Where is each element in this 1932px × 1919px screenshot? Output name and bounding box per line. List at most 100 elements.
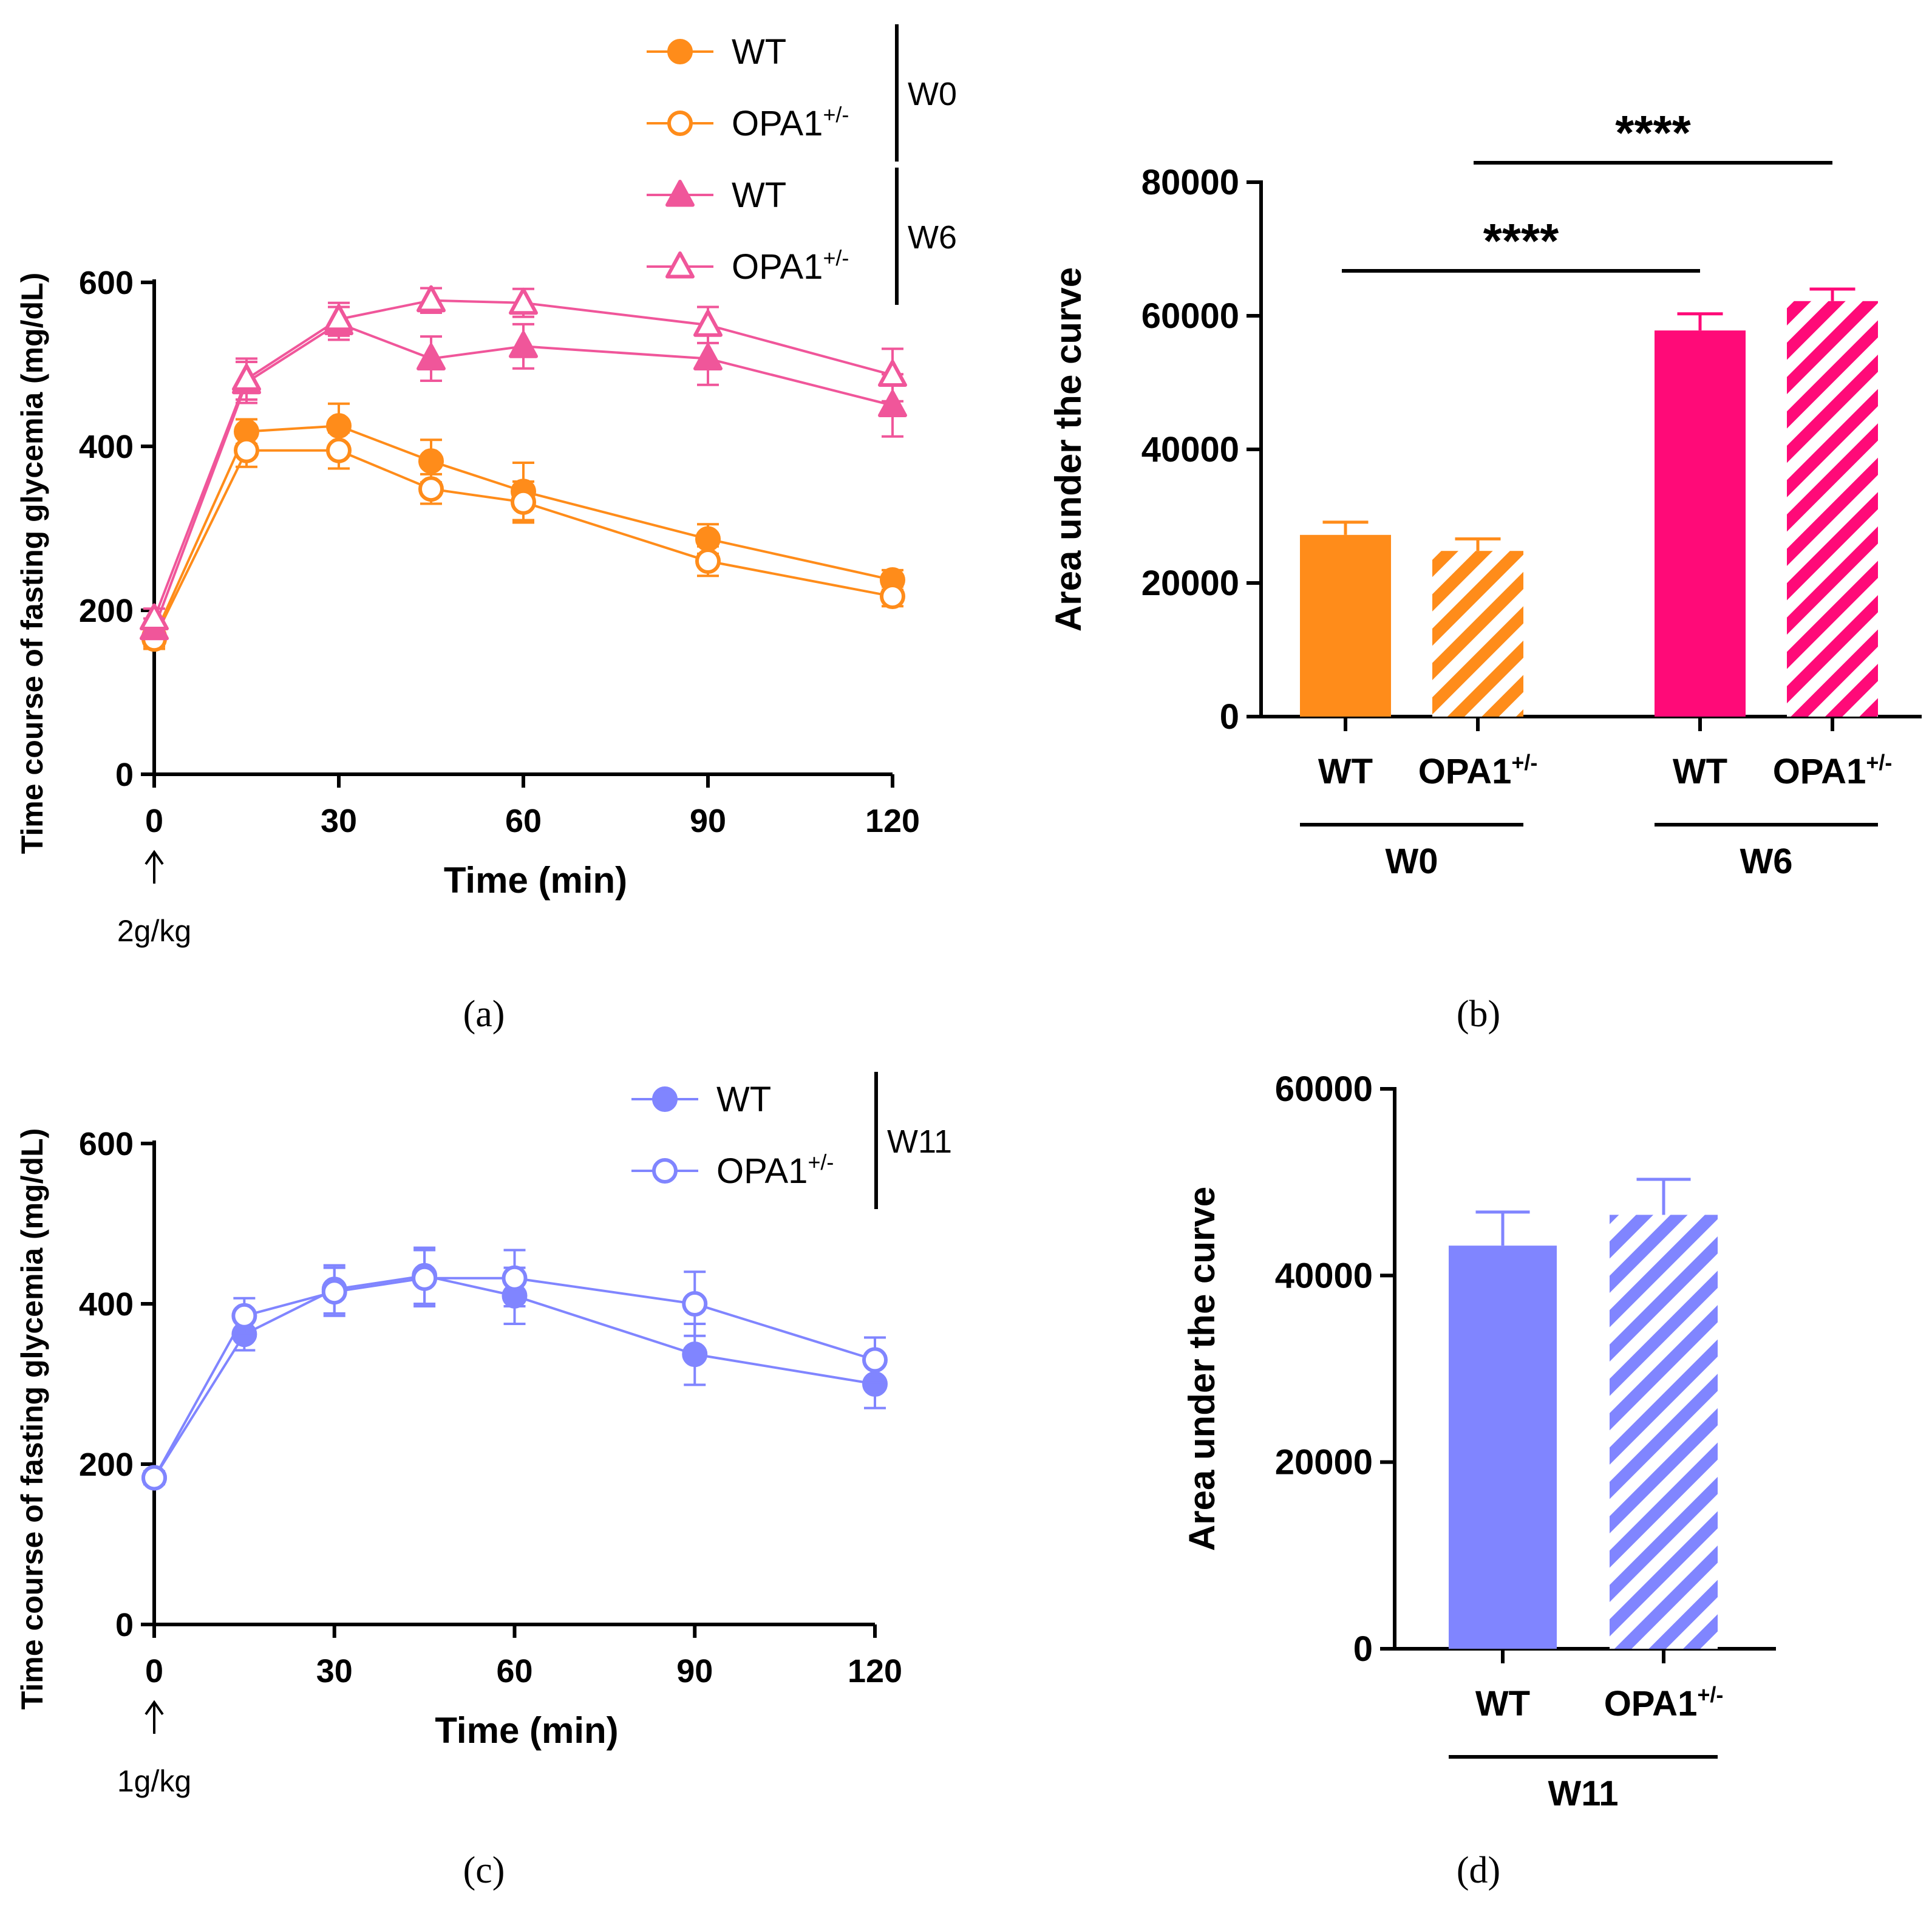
group-label: W6: [1740, 842, 1793, 881]
x-tick-label: WT: [1475, 1684, 1530, 1723]
y-axis-title: Area under the curve: [1048, 267, 1089, 632]
data-point: [878, 390, 907, 417]
bar: [1449, 1246, 1557, 1649]
panel-label: (b): [1457, 994, 1500, 1035]
x-tick-label: 120: [865, 803, 920, 839]
bar-group: OPA1+/-: [1604, 1178, 1724, 1723]
legend-label-text: OPA1: [732, 247, 823, 287]
dose-arrow: 1g/kg: [117, 1700, 191, 1798]
y-tick-label: 200: [79, 593, 134, 629]
x-tick-label: 30: [321, 803, 357, 839]
significance-bracket: ****: [1474, 106, 1832, 165]
y-tick-label: 80000: [1141, 163, 1239, 202]
y-tick-label: 20000: [1275, 1443, 1373, 1482]
legend-label-text: OPA1: [732, 104, 823, 143]
data-point: [862, 1347, 888, 1373]
legend-label-sup: +/-: [823, 102, 849, 127]
y-tick-label: 40000: [1141, 430, 1239, 469]
panel-c: 0 200 400 600 0 30 60 90 120 Time (min) Time cours…: [15, 1072, 952, 1891]
x-tick-label-text: WT: [1318, 752, 1373, 791]
series-w11-opa1: [141, 1249, 888, 1491]
x-tick-label: OPA1+/-: [1418, 750, 1538, 791]
x-tick-label-text: OPA1: [1418, 752, 1512, 791]
panel-label: (a): [463, 994, 505, 1035]
x-tick-label-text: WT: [1475, 1684, 1530, 1723]
legend-label: WT: [732, 176, 786, 215]
data-point: [141, 1465, 167, 1491]
data-point: [417, 343, 446, 371]
legend-marker: [667, 39, 693, 64]
x-tick-label: 30: [316, 1653, 353, 1689]
x-tick-label: 90: [690, 803, 726, 839]
bar: [1655, 330, 1746, 717]
data-point: [880, 584, 905, 610]
panel-d: 0 20000 40000 60000 Area under the curve WT OP…: [1182, 1069, 1776, 1891]
data-point: [418, 476, 444, 502]
series-w0-opa1: [141, 431, 905, 652]
legend-label: WT: [732, 32, 786, 72]
legend-marker: [652, 1086, 678, 1112]
data-point: [511, 489, 536, 515]
data-point: [509, 287, 538, 315]
y-tick-label: 400: [79, 429, 134, 465]
significance-bracket: ****: [1342, 214, 1700, 273]
series-w0-wt: [141, 402, 905, 650]
bar-group: WT: [1449, 1210, 1557, 1723]
panel-b: 0 20000 40000 60000 80000 Area under the curv…: [1048, 106, 1922, 1035]
data-point: [324, 304, 353, 332]
group-label: W0: [1386, 842, 1438, 881]
panel-label: (d): [1457, 1850, 1500, 1891]
data-point: [682, 1341, 708, 1368]
legend-label: OPA1+/-: [716, 1150, 834, 1191]
data-point: [140, 603, 169, 630]
y-tick-label: 40000: [1275, 1256, 1373, 1295]
data-point: [326, 437, 352, 463]
bar: [1610, 1215, 1718, 1649]
data-point: [878, 360, 907, 387]
bar: [1300, 534, 1391, 717]
panel-a: 0 200 400 600 0 30 60 90 120 Time (min) Time cours…: [15, 24, 957, 1035]
y-tick-label: 600: [79, 1126, 134, 1162]
legend-group-label: W6: [908, 219, 957, 256]
legend-group-label: W0: [908, 76, 957, 112]
legend-label-sup: +/-: [823, 245, 849, 270]
legend: WT OPA1+/- W11: [631, 1072, 952, 1209]
legend-label-text: OPA1: [716, 1151, 808, 1191]
legend-marker: [652, 1158, 678, 1184]
dose-arrow: 2g/kg: [117, 850, 191, 948]
series-w6-opa1: [140, 285, 907, 630]
bar: [1432, 551, 1523, 717]
y-tick-label: 20000: [1141, 564, 1239, 603]
x-tick-label: OPA1+/-: [1773, 750, 1893, 791]
series-line: [153, 424, 893, 638]
legend-label: OPA1+/-: [732, 102, 849, 143]
x-tick-label: 0: [145, 803, 163, 839]
x-tick-label: 0: [145, 1653, 163, 1689]
y-tick-label: 0: [115, 1607, 134, 1643]
data-point: [502, 1265, 528, 1291]
dose-label: 2g/kg: [117, 914, 191, 948]
legend-label: WT: [716, 1080, 771, 1119]
x-tick-label: OPA1+/-: [1604, 1682, 1724, 1723]
legend-marker: [667, 111, 693, 136]
bar: [1787, 301, 1878, 717]
significance-stars: ****: [1615, 106, 1691, 160]
legend-marker: [665, 251, 695, 279]
data-point: [417, 285, 446, 313]
panel-label: (c): [463, 1850, 505, 1891]
y-tick-label: 400: [79, 1286, 134, 1323]
x-tick-label-sup: +/-: [1866, 750, 1892, 775]
x-tick-label-text: WT: [1673, 752, 1727, 791]
data-point: [693, 343, 723, 371]
x-tick-label-text: OPA1: [1773, 752, 1866, 791]
axes: 0 200 400 600 0 30 60 90 120 Time (min) Time cours…: [15, 1126, 902, 1751]
data-point: [418, 448, 444, 474]
significance-stars: ****: [1483, 214, 1559, 268]
y-tick-label: 600: [79, 265, 134, 301]
data-point: [232, 364, 261, 391]
y-tick-label: 0: [115, 757, 134, 793]
x-tick-label-text: OPA1: [1604, 1684, 1698, 1723]
data-point: [321, 1279, 347, 1305]
y-tick-label: 60000: [1141, 296, 1239, 336]
